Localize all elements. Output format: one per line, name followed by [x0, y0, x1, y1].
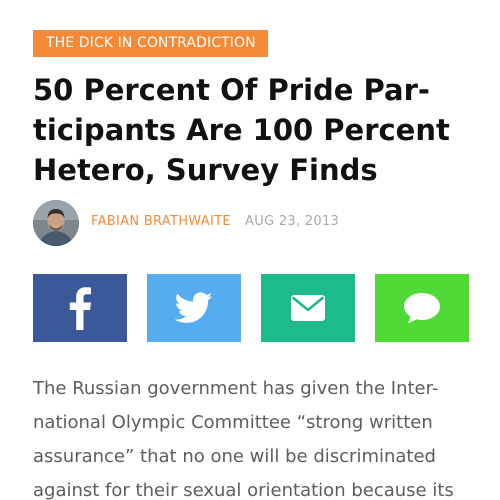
- share-sms-button[interactable]: [375, 274, 469, 342]
- share-twitter-button[interactable]: [147, 274, 241, 342]
- headline-line: Hetero, Survey Finds: [33, 153, 378, 187]
- headline-line: 50 Percent Of Pride Par-: [33, 73, 430, 107]
- twitter-icon: [175, 292, 213, 323]
- share-facebook-button[interactable]: [33, 274, 127, 342]
- author-avatar[interactable]: [33, 200, 79, 246]
- share-buttons: [33, 274, 469, 342]
- email-icon: [291, 295, 325, 321]
- byline: FABIAN BRATHWAITE AUG 23, 2013: [33, 200, 469, 246]
- body-line: against for their sexual orientation bec…: [33, 480, 454, 500]
- share-email-button[interactable]: [261, 274, 355, 342]
- category-tag[interactable]: THE DICK IN CONTRADICTION: [33, 30, 268, 57]
- body-line: assurance” that no one will be discrimin…: [33, 446, 436, 467]
- headline-line: ticipants Are 100 Percent: [33, 113, 450, 147]
- body-line: national Olympic Committee “strong writt…: [33, 412, 433, 433]
- author-name[interactable]: FABIAN BRATHWAITE: [91, 214, 231, 229]
- article-headline: 50 Percent Of Pride Par- ticipants Are 1…: [33, 70, 473, 190]
- article-body: The Russian government has given the Int…: [33, 372, 473, 500]
- body-line: The Russian government has given the Int…: [33, 378, 439, 399]
- sms-icon: [404, 293, 440, 324]
- avatar-image: [33, 200, 79, 246]
- facebook-icon: [69, 287, 91, 330]
- publish-date: AUG 23, 2013: [245, 214, 340, 229]
